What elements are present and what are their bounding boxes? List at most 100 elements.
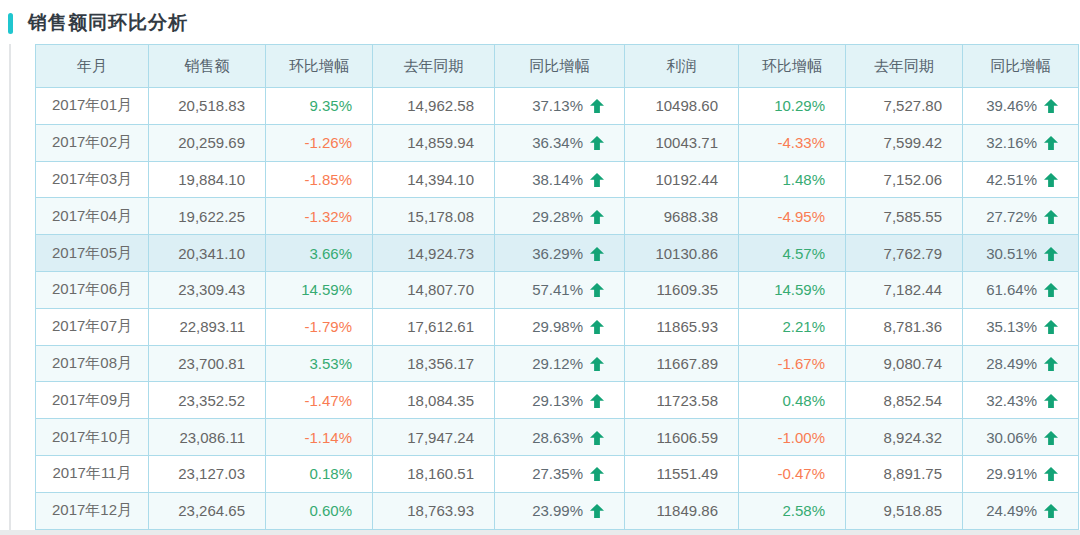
cell-profit-yoy: 30.06% xyxy=(963,419,1079,456)
cell-profit-lastyear: 7,182.44 xyxy=(846,271,963,308)
table-body: 2017年01月20,518.839.35%14,962.5837.13%104… xyxy=(36,88,1079,530)
cell-sales-lastyear: 14,859.94 xyxy=(373,124,495,161)
cell-sales: 19,622.25 xyxy=(149,198,266,235)
cell-sales-mom: -1.79% xyxy=(266,308,373,345)
cell-profit-lastyear: 7,152.06 xyxy=(846,161,963,198)
cell-sales-lastyear: 17,947.24 xyxy=(373,419,495,456)
cell-sales-lastyear: 14,394.10 xyxy=(373,161,495,198)
cell-profit: 11551.49 xyxy=(625,455,739,492)
table-row[interactable]: 2017年07月22,893.11-1.79%17,612.6129.98%11… xyxy=(36,308,1079,345)
cell-sales-lastyear: 18,356.17 xyxy=(373,345,495,382)
table-row[interactable]: 2017年12月23,264.650.60%18,763.9323.99%118… xyxy=(36,492,1079,529)
cell-sales: 23,309.43 xyxy=(149,271,266,308)
cell-sales-mom: 14.59% xyxy=(266,271,373,308)
cell-profit: 9688.38 xyxy=(625,198,739,235)
cell-sales: 22,893.11 xyxy=(149,308,266,345)
cell-profit-yoy: 29.91% xyxy=(963,455,1079,492)
cell-sales-mom: 9.35% xyxy=(266,88,373,125)
cell-sales-yoy: 27.35% xyxy=(495,455,625,492)
cell-sales-mom: 0.18% xyxy=(266,455,373,492)
up-arrow-icon xyxy=(1044,210,1058,224)
cell-profit-lastyear: 8,852.54 xyxy=(846,382,963,419)
cell-sales-lastyear: 14,924.73 xyxy=(373,235,495,272)
cell-sales-yoy: 29.98% xyxy=(495,308,625,345)
cell-profit-mom: -0.47% xyxy=(739,455,846,492)
cell-profit-lastyear: 7,599.42 xyxy=(846,124,963,161)
cell-sales: 23,127.03 xyxy=(149,455,266,492)
header-sales: 销售额 xyxy=(149,45,266,88)
up-arrow-icon xyxy=(1044,431,1058,445)
up-arrow-icon xyxy=(590,504,604,518)
cell-sales-yoy: 29.28% xyxy=(495,198,625,235)
sales-analysis-table: 年月 销售额 环比增幅 去年同期 同比增幅 利润 环比增幅 去年同期 同比增幅 … xyxy=(35,44,1079,530)
cell-sales-mom: 3.53% xyxy=(266,345,373,382)
cell-sales-lastyear: 14,962.58 xyxy=(373,88,495,125)
cell-month: 2017年04月 xyxy=(36,198,149,235)
up-arrow-icon xyxy=(590,136,604,150)
cell-profit-yoy: 27.72% xyxy=(963,198,1079,235)
table-header-row: 年月 销售额 环比增幅 去年同期 同比增幅 利润 环比增幅 去年同期 同比增幅 xyxy=(36,45,1079,88)
up-arrow-icon xyxy=(590,357,604,371)
cell-profit: 11723.58 xyxy=(625,382,739,419)
left-panel-edge xyxy=(9,44,11,530)
cell-profit: 11606.59 xyxy=(625,419,739,456)
up-arrow-icon xyxy=(590,320,604,334)
cell-profit-lastyear: 8,924.32 xyxy=(846,419,963,456)
cell-sales-yoy: 57.41% xyxy=(495,271,625,308)
cell-sales-yoy: 36.34% xyxy=(495,124,625,161)
cell-profit-mom: -1.00% xyxy=(739,419,846,456)
cell-month: 2017年03月 xyxy=(36,161,149,198)
table-row[interactable]: 2017年11月23,127.030.18%18,160.5127.35%115… xyxy=(36,455,1079,492)
up-arrow-icon xyxy=(590,210,604,224)
up-arrow-icon xyxy=(1044,99,1058,113)
table-row[interactable]: 2017年02月20,259.69-1.26%14,859.9436.34%10… xyxy=(36,124,1079,161)
header-sales-yoy: 同比增幅 xyxy=(495,45,625,88)
header-profit-yoy: 同比增幅 xyxy=(963,45,1079,88)
up-arrow-icon xyxy=(590,283,604,297)
cell-month: 2017年09月 xyxy=(36,382,149,419)
page-title: 销售额同环比分析 xyxy=(28,10,188,36)
table-row[interactable]: 2017年04月19,622.25-1.32%15,178.0829.28%96… xyxy=(36,198,1079,235)
table-row[interactable]: 2017年03月19,884.10-1.85%14,394.1038.14%10… xyxy=(36,161,1079,198)
cell-sales-yoy: 28.63% xyxy=(495,419,625,456)
table-row[interactable]: 2017年10月23,086.11-1.14%17,947.2428.63%11… xyxy=(36,419,1079,456)
title-accent-bar-icon xyxy=(8,13,13,34)
cell-sales-yoy: 38.14% xyxy=(495,161,625,198)
up-arrow-icon xyxy=(1044,320,1058,334)
table-row[interactable]: 2017年06月23,309.4314.59%14,807.7057.41%11… xyxy=(36,271,1079,308)
table-row[interactable]: 2017年05月20,341.103.66%14,924.7336.29%101… xyxy=(36,235,1079,272)
up-arrow-icon xyxy=(1044,136,1058,150)
cell-profit-yoy: 61.64% xyxy=(963,271,1079,308)
cell-profit-yoy: 39.46% xyxy=(963,88,1079,125)
cell-profit-lastyear: 9,518.85 xyxy=(846,492,963,529)
up-arrow-icon xyxy=(1044,247,1058,261)
cell-sales-lastyear: 18,763.93 xyxy=(373,492,495,529)
cell-sales: 20,341.10 xyxy=(149,235,266,272)
cell-month: 2017年05月 xyxy=(36,235,149,272)
cell-sales-lastyear: 18,084.35 xyxy=(373,382,495,419)
cell-sales-yoy: 37.13% xyxy=(495,88,625,125)
cell-sales: 20,259.69 xyxy=(149,124,266,161)
cell-sales-mom: -1.14% xyxy=(266,419,373,456)
cell-profit: 11667.89 xyxy=(625,345,739,382)
up-arrow-icon xyxy=(590,247,604,261)
cell-profit-mom: 1.48% xyxy=(739,161,846,198)
cell-sales-mom: -1.26% xyxy=(266,124,373,161)
cell-sales-yoy: 23.99% xyxy=(495,492,625,529)
table-row[interactable]: 2017年01月20,518.839.35%14,962.5837.13%104… xyxy=(36,88,1079,125)
cell-sales-mom: 0.60% xyxy=(266,492,373,529)
cell-sales-lastyear: 15,178.08 xyxy=(373,198,495,235)
cell-sales: 20,518.83 xyxy=(149,88,266,125)
cell-profit: 11609.35 xyxy=(625,271,739,308)
cell-profit-mom: 14.59% xyxy=(739,271,846,308)
table-row[interactable]: 2017年08月23,700.813.53%18,356.1729.12%116… xyxy=(36,345,1079,382)
up-arrow-icon xyxy=(1044,283,1058,297)
cell-sales: 19,884.10 xyxy=(149,161,266,198)
cell-profit: 10498.60 xyxy=(625,88,739,125)
cell-profit-mom: -4.95% xyxy=(739,198,846,235)
cell-sales: 23,264.65 xyxy=(149,492,266,529)
cell-sales-yoy: 36.29% xyxy=(495,235,625,272)
header-month: 年月 xyxy=(36,45,149,88)
table-row[interactable]: 2017年09月23,352.52-1.47%18,084.3529.13%11… xyxy=(36,382,1079,419)
cell-profit-lastyear: 7,762.79 xyxy=(846,235,963,272)
